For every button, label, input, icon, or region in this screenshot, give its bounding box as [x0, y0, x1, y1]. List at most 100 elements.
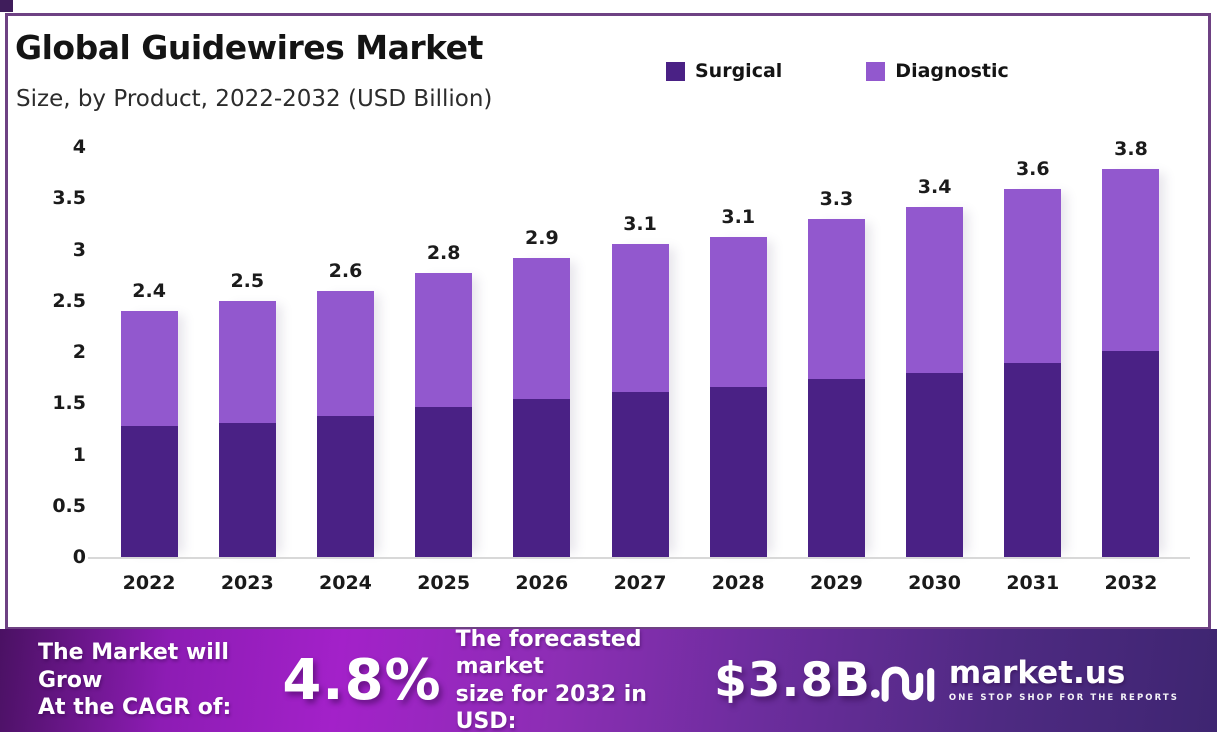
forecast-label: The forecasted market size for 2032 in U… [456, 626, 698, 732]
cagr-label: The Market will Grow At the CAGR of: [38, 639, 264, 722]
bar-slot-2023: 2.5 [198, 147, 296, 557]
bar-slot-2027: 3.1 [591, 147, 689, 557]
x-tick-label-2028: 2028 [711, 572, 765, 594]
bar-total-label-2025: 2.8 [426, 242, 461, 265]
forecast-value: $3.8B [714, 653, 871, 708]
bar-2032-surgical-segment [1102, 350, 1160, 557]
bar-2030-diagnostic-segment [906, 207, 964, 373]
bar-chart: 0 0.5 1 1.5 2 2.5 3 3.5 4 2.4 2.5 2.6 2.8 2.9 3.1 3.1 3… [52, 136, 1190, 594]
y-tick-label: 0 [72, 546, 86, 568]
bar-2031-surgical-segment [1004, 363, 1062, 557]
legend-label-surgical: Surgical [695, 60, 783, 82]
bar-2029: 3.3 [807, 188, 865, 557]
bar-2026-surgical-segment [513, 399, 571, 557]
brand-tagline: ONE STOP SHOP FOR THE REPORTS [948, 693, 1179, 703]
legend: Surgical Diagnostic [666, 60, 1009, 82]
bar-total-label-2031: 3.6 [1015, 158, 1050, 181]
bar-2026: 2.9 [513, 227, 571, 557]
y-tick-label: 0.5 [52, 494, 86, 517]
x-tick-label-2023: 2023 [220, 572, 274, 594]
bar-slot-2028: 3.1 [689, 147, 787, 557]
x-axis-line [88, 557, 1190, 559]
bar-2027: 3.1 [611, 213, 669, 557]
bar-total-label-2023: 2.5 [230, 269, 265, 292]
bar-2024-surgical-segment [316, 415, 374, 557]
bar-slot-2026: 2.9 [493, 147, 591, 557]
x-tick-label-2025: 2025 [417, 572, 471, 594]
bar-2027-diagnostic-segment [611, 244, 669, 392]
bar-slot-2030: 3.4 [886, 147, 984, 557]
bar-2032-diagnostic-segment [1102, 168, 1160, 351]
market-us-logo-icon [870, 666, 935, 702]
y-tick-label: 2.5 [52, 289, 86, 312]
bar-total-label-2028: 3.1 [721, 206, 756, 229]
bar-2023: 2.5 [218, 270, 276, 557]
bar-total-label-2030: 3.4 [917, 176, 952, 199]
y-tick-label: 2 [72, 341, 86, 363]
bar-2028-surgical-segment [709, 386, 767, 557]
bar-slot-2029: 3.3 [787, 147, 885, 557]
cagr-value: 4.8% [282, 648, 442, 713]
y-tick-label: 1 [72, 443, 86, 466]
x-axis-labels: 2022 2023 2024 2025 2026 2027 2028 2029 2030 2031… [100, 572, 1180, 594]
bar-total-label-2024: 2.6 [328, 259, 363, 282]
page-title: Global Guidewires Market [15, 28, 483, 67]
surgical-swatch-icon [666, 61, 685, 81]
bar-2029-surgical-segment [807, 378, 865, 557]
footer-banner: The Market will Grow At the CAGR of: 4.8… [0, 626, 1217, 732]
x-tick-label-2029: 2029 [809, 572, 863, 594]
bar-total-label-2027: 3.1 [623, 213, 657, 236]
cagr-label-line2: At the CAGR of: [38, 695, 232, 721]
bar-2024-diagnostic-segment [316, 290, 374, 416]
bar-slot-2024: 2.6 [296, 147, 394, 557]
bar-2028: 3.1 [709, 206, 767, 557]
bars-area: 2.4 2.5 2.6 2.8 2.9 3.1 3.1 3.3 3.4 3.6 3.8 [100, 138, 1180, 557]
x-tick-label-2032: 2032 [1104, 572, 1158, 594]
bar-slot-2025: 2.8 [395, 147, 493, 557]
legend-item-surgical: Surgical [666, 60, 782, 82]
forecast-label-line2: size for 2032 in USD: [455, 681, 647, 732]
chart-frame-border [5, 13, 1211, 630]
bar-2022: 2.4 [120, 280, 178, 557]
legend-label-diagnostic: Diagnostic [895, 60, 1009, 82]
brand-name: market.us [948, 655, 1126, 691]
bar-2023-diagnostic-segment [218, 300, 276, 423]
x-tick-label-2027: 2027 [613, 572, 667, 594]
y-tick-label: 4 [72, 136, 86, 158]
corner-accent [0, 0, 13, 12]
y-tick-label: 3.5 [52, 187, 86, 210]
diagnostic-swatch-icon [866, 61, 886, 81]
bar-2025: 2.8 [415, 242, 473, 557]
x-tick-label-2022: 2022 [122, 572, 176, 594]
bar-total-label-2022: 2.4 [132, 280, 166, 302]
bar-2031: 3.6 [1004, 158, 1062, 557]
x-tick-label-2026: 2026 [515, 572, 569, 594]
bar-2022-surgical-segment [120, 425, 178, 557]
bar-2029-diagnostic-segment [807, 218, 865, 379]
bar-2025-diagnostic-segment [415, 273, 473, 408]
cagr-label-line1: The Market will Grow [38, 640, 229, 693]
forecast-label-line1: The forecasted market [455, 626, 642, 680]
x-tick-label-2031: 2031 [1006, 572, 1060, 594]
bar-2022-diagnostic-segment [120, 311, 178, 426]
y-tick-label: 3 [72, 238, 86, 261]
bar-2030: 3.4 [906, 176, 964, 557]
y-tick-label: 1.5 [52, 392, 86, 415]
bar-2023-surgical-segment [218, 422, 276, 557]
bar-2026-diagnostic-segment [513, 257, 571, 400]
bar-2030-surgical-segment [906, 372, 964, 557]
bar-slot-2032: 3.8 [1082, 138, 1180, 557]
bar-slot-2031: 3.6 [984, 147, 1082, 557]
bar-2025-surgical-segment [415, 407, 473, 557]
brand-text: market.us ONE STOP SHOP FOR THE REPORTS [948, 655, 1179, 704]
bar-2031-diagnostic-segment [1004, 189, 1062, 364]
bar-2032: 3.8 [1102, 138, 1160, 557]
brand-logo: market.us ONE STOP SHOP FOR THE REPORTS [870, 654, 1179, 708]
x-tick-label-2024: 2024 [319, 572, 372, 594]
bar-total-label-2029: 3.3 [819, 187, 854, 210]
bar-2024: 2.6 [316, 260, 374, 558]
bar-slot-2022: 2.4 [100, 147, 198, 557]
bar-2027-surgical-segment [611, 391, 669, 557]
page-subtitle: Size, by Product, 2022-2032 (USD Billion… [16, 86, 493, 112]
